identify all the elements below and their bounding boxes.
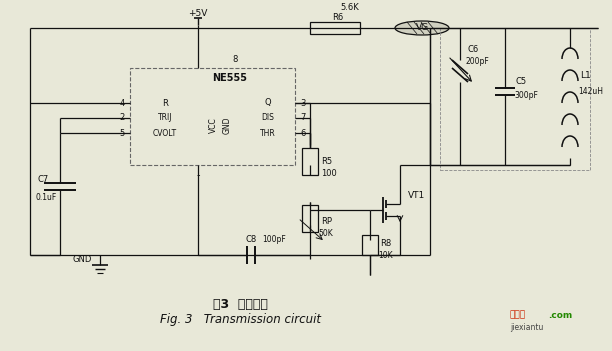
Text: TRIJ: TRIJ: [158, 113, 172, 122]
Text: C6: C6: [468, 46, 479, 54]
Text: DIS: DIS: [261, 113, 274, 122]
Text: 5: 5: [119, 128, 125, 138]
Ellipse shape: [395, 21, 449, 35]
Text: Q: Q: [264, 99, 271, 107]
Text: GND: GND: [223, 116, 231, 134]
Text: R: R: [162, 99, 168, 107]
Text: -: -: [196, 170, 200, 180]
Text: C8: C8: [245, 236, 256, 245]
Text: VCC: VCC: [209, 117, 217, 133]
Text: 200pF: 200pF: [466, 58, 490, 66]
Text: NE555: NE555: [212, 73, 247, 83]
Text: 6: 6: [300, 128, 305, 138]
Text: C5: C5: [516, 78, 527, 86]
Text: THR: THR: [260, 128, 276, 138]
Text: R8: R8: [380, 239, 391, 249]
Text: 100pF: 100pF: [262, 236, 286, 245]
Text: 7: 7: [300, 113, 305, 122]
Text: .com: .com: [548, 311, 572, 319]
Text: 0.1uF: 0.1uF: [35, 192, 56, 201]
Text: 8: 8: [233, 55, 237, 65]
Text: 142uH: 142uH: [578, 87, 603, 97]
Text: 4: 4: [119, 99, 125, 107]
Bar: [310, 22, 360, 34]
Text: L1: L1: [580, 71, 591, 79]
Text: 图3  发射电路: 图3 发射电路: [212, 298, 267, 311]
Text: R5: R5: [321, 158, 332, 166]
Text: C7: C7: [38, 176, 49, 185]
Text: 3: 3: [300, 99, 305, 107]
Text: 10K: 10K: [378, 251, 393, 259]
Text: 50K: 50K: [318, 229, 333, 238]
Text: 100: 100: [321, 168, 337, 178]
Text: 2: 2: [119, 113, 125, 122]
Text: jiexiantu: jiexiantu: [510, 323, 543, 331]
Bar: [130, 68, 295, 165]
Text: 5.6K: 5.6K: [340, 4, 359, 13]
Bar: [362, 235, 378, 255]
Bar: [302, 205, 318, 232]
Text: CVOLT: CVOLT: [153, 128, 177, 138]
Bar: [440, 28, 590, 170]
Text: Fig. 3   Transmission circuit: Fig. 3 Transmission circuit: [160, 313, 321, 326]
Text: +5V: +5V: [188, 9, 207, 19]
Text: RP: RP: [321, 218, 332, 226]
Text: GND: GND: [72, 256, 92, 265]
Text: R6: R6: [332, 13, 343, 21]
Text: VT1: VT1: [408, 191, 425, 199]
Text: 300pF: 300pF: [514, 91, 538, 99]
Bar: [302, 148, 318, 175]
Text: 接线图: 接线图: [510, 311, 526, 319]
Text: VG: VG: [416, 24, 428, 33]
